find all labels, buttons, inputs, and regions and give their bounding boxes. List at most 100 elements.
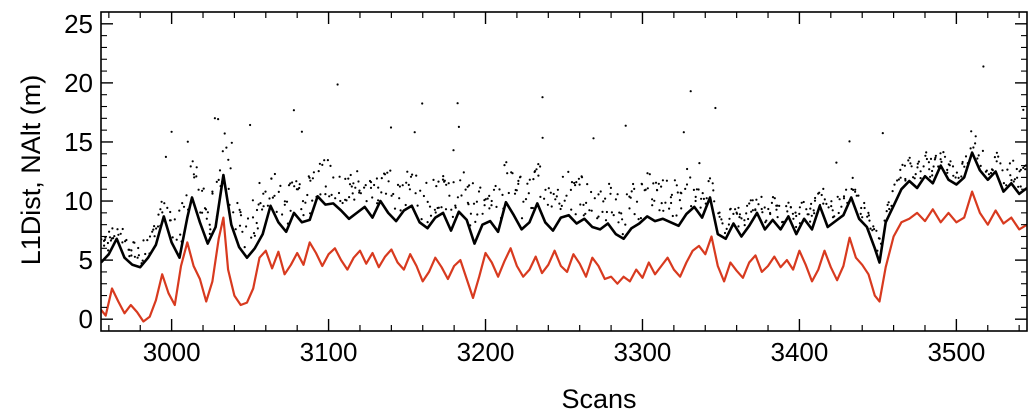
scatter-point	[532, 178, 535, 181]
scatter-point	[169, 219, 172, 222]
scatter-point	[1016, 176, 1019, 179]
scatter-point	[869, 227, 872, 230]
scatter-point	[960, 175, 963, 178]
scatter-point	[632, 182, 635, 186]
scatter-point	[309, 179, 312, 182]
scatter-point	[472, 202, 476, 205]
scatter-point	[949, 160, 952, 163]
scatter-point	[236, 201, 239, 205]
scatter-point	[597, 193, 600, 196]
scatter-point	[690, 205, 693, 208]
scatter-point	[215, 180, 218, 183]
scatter-point	[786, 210, 789, 213]
scatter-point	[490, 199, 493, 203]
scatter-point	[916, 166, 919, 169]
scatter-point	[467, 203, 470, 206]
scatter-point	[567, 170, 570, 173]
scatter-point	[298, 183, 301, 186]
scatter-point	[903, 164, 907, 167]
scatter-point	[295, 188, 298, 191]
scatter-point	[655, 188, 659, 192]
scatter-point	[520, 217, 524, 220]
scatter-point	[718, 215, 721, 218]
scatter-point	[306, 193, 309, 197]
scatter-point	[881, 132, 884, 135]
scatter-point	[495, 205, 498, 208]
scatter-point	[345, 199, 348, 202]
scatter-point	[359, 192, 362, 195]
scatter-point	[259, 202, 262, 205]
scatter-point	[398, 197, 401, 200]
scatter-point	[593, 197, 596, 200]
scatter-point	[451, 215, 454, 218]
scatter-point	[901, 163, 904, 166]
scatter-point	[974, 142, 977, 145]
scatter-point	[108, 230, 111, 233]
scatter-point	[899, 168, 902, 171]
y-axis: 0 5 10 15 20 25	[64, 9, 1027, 334]
scatter-point	[590, 190, 593, 194]
scatter-point	[445, 183, 448, 186]
scatter-point	[822, 187, 825, 190]
scatter-point	[689, 176, 692, 179]
scatter-point	[108, 236, 112, 239]
scatter-point	[628, 207, 631, 210]
scatter-point	[195, 175, 198, 178]
scatter-point	[1001, 169, 1004, 172]
scatter-point	[963, 165, 966, 168]
scatter-point	[569, 188, 573, 191]
scatter-point	[1022, 166, 1025, 169]
scatter-point	[232, 211, 235, 214]
scatter-point	[929, 175, 932, 178]
scatter-point	[389, 126, 393, 129]
scatter-point	[888, 207, 891, 211]
scatter-point	[778, 204, 781, 207]
scatter-point	[442, 175, 445, 178]
scatter-point	[624, 124, 627, 127]
scatter-point	[273, 194, 276, 197]
scatter-point	[840, 205, 843, 208]
scatter-point	[861, 216, 864, 219]
y-axis-title: L1Dist, NAlt (m)	[16, 75, 46, 266]
scatter-point	[415, 174, 418, 177]
scatter-point	[814, 196, 817, 200]
scatter-point	[155, 227, 158, 230]
scatter-point	[1008, 162, 1012, 165]
scatter-point	[169, 210, 172, 214]
scatter-point	[893, 183, 896, 186]
scatter-point	[227, 158, 230, 161]
scatter-point	[321, 163, 324, 166]
scatter-point	[657, 182, 660, 185]
scatter-point	[678, 199, 682, 202]
scatter-point	[358, 191, 361, 194]
scatter-point	[624, 223, 627, 226]
scatter-point	[307, 175, 310, 178]
scatter-point	[1022, 108, 1025, 111]
scatter-point	[748, 202, 751, 205]
scatter-point	[492, 188, 496, 191]
scatter-point	[130, 249, 133, 252]
scatter-point	[785, 205, 788, 208]
scatter-point	[597, 215, 600, 218]
scatter-point	[845, 188, 848, 191]
scatter-point	[383, 172, 386, 175]
scatter-point	[795, 214, 798, 218]
scatter-point	[223, 132, 226, 135]
scatter-point	[213, 117, 216, 120]
scatter-point	[860, 206, 863, 210]
scatter-point	[1012, 180, 1015, 183]
scatter-point	[332, 176, 335, 179]
x-tick-label: 3500	[927, 337, 985, 367]
scatter-point	[769, 212, 772, 216]
scatter-point	[324, 185, 327, 188]
scatter-point	[396, 183, 400, 186]
scatter-point	[694, 199, 697, 203]
scatter-point	[351, 192, 354, 195]
scatter-point	[989, 171, 993, 175]
scatter-point	[617, 221, 620, 224]
scatter-point	[675, 214, 678, 217]
scatter-point	[629, 196, 632, 199]
scatter-point	[291, 181, 294, 184]
scatter-point	[910, 165, 913, 168]
scatter-point	[524, 198, 528, 201]
